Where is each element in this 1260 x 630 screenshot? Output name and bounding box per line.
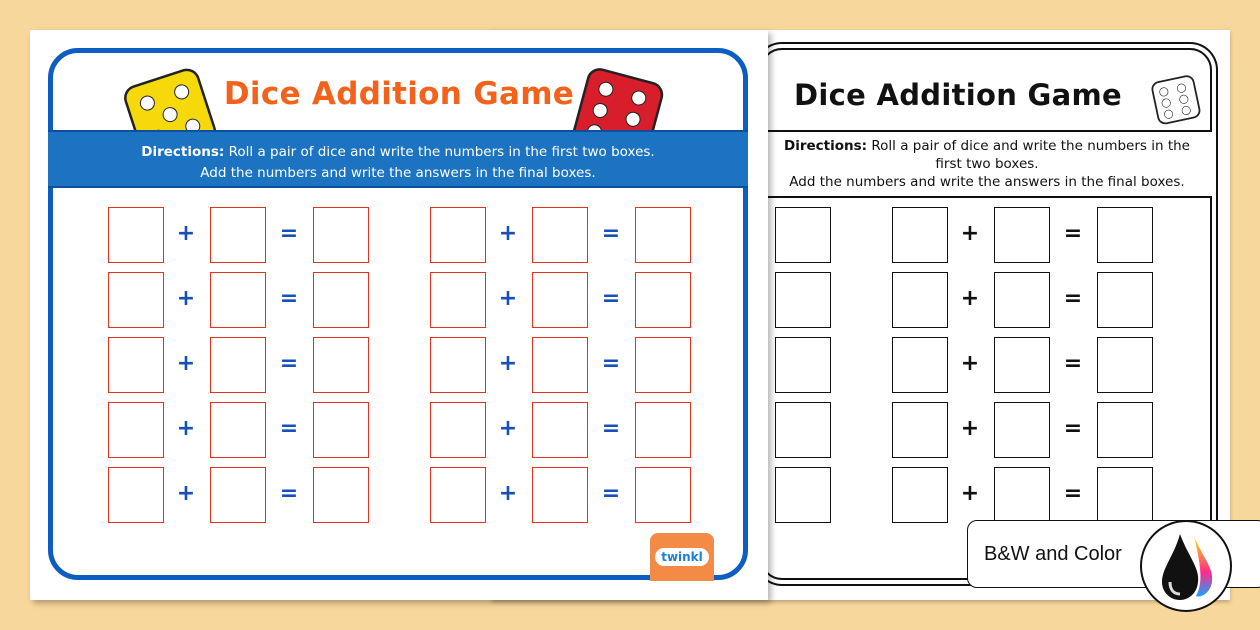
equals-sign: = (1063, 351, 1083, 376)
equals-sign: = (601, 416, 621, 441)
addend-box[interactable] (994, 402, 1050, 458)
directions-line-2: Add the numbers and write the answers in… (200, 165, 596, 181)
addend-box[interactable] (532, 337, 588, 393)
directions-band: Directions: Roll a pair of dice and writ… (48, 130, 748, 188)
sum-box[interactable] (775, 402, 831, 458)
addend-box[interactable] (892, 467, 948, 523)
addend-box[interactable] (430, 337, 486, 393)
page-border (48, 48, 748, 580)
sum-box[interactable] (635, 467, 691, 523)
equals-sign: = (1063, 286, 1083, 311)
badge-label: B&W and Color (984, 543, 1122, 565)
plus-sign: + (960, 221, 980, 246)
addend-box[interactable] (210, 272, 266, 328)
equals-sign: = (279, 416, 299, 441)
sum-box[interactable] (1097, 207, 1153, 263)
sum-box[interactable] (635, 337, 691, 393)
addend-box[interactable] (532, 272, 588, 328)
ink-drops-icon (1140, 520, 1232, 612)
equals-sign: = (601, 481, 621, 506)
addend-box[interactable] (108, 272, 164, 328)
addend-box[interactable] (892, 207, 948, 263)
sum-box[interactable] (775, 207, 831, 263)
logo-text: twinkl (655, 548, 709, 566)
plus-sign: + (960, 286, 980, 311)
sum-box[interactable] (313, 467, 369, 523)
sum-box[interactable] (635, 272, 691, 328)
worksheet-title: Dice Addition Game (794, 78, 1122, 112)
addend-box[interactable] (994, 207, 1050, 263)
sum-box[interactable] (313, 272, 369, 328)
sum-box[interactable] (1097, 467, 1153, 523)
plus-sign: + (176, 351, 196, 376)
directions-line-1: Roll a pair of dice and write the number… (224, 144, 655, 160)
sum-box[interactable] (775, 337, 831, 393)
sum-box[interactable] (775, 272, 831, 328)
worksheet-page-color: Dice Addition Game Directions: Roll a pa… (30, 30, 768, 600)
addend-box[interactable] (210, 337, 266, 393)
equals-sign: = (601, 221, 621, 246)
addend-box[interactable] (430, 207, 486, 263)
plus-sign: + (960, 351, 980, 376)
addend-box[interactable] (532, 207, 588, 263)
sum-box[interactable] (313, 337, 369, 393)
directions-line-1: Roll a pair of dice and write the number… (867, 138, 1190, 172)
plus-sign: + (176, 221, 196, 246)
addend-box[interactable] (532, 467, 588, 523)
worksheet-title: Dice Addition Game (223, 76, 575, 112)
plus-sign: + (960, 416, 980, 441)
addend-box[interactable] (210, 207, 266, 263)
addend-box[interactable] (210, 467, 266, 523)
plus-sign: + (498, 351, 518, 376)
addend-box[interactable] (994, 272, 1050, 328)
equals-sign: = (279, 481, 299, 506)
directions-band: Directions: Roll a pair of dice and writ… (762, 130, 1212, 198)
equals-sign: = (1063, 221, 1083, 246)
sum-box[interactable] (635, 402, 691, 458)
sum-box[interactable] (635, 207, 691, 263)
addend-box[interactable] (108, 207, 164, 263)
addend-box[interactable] (994, 337, 1050, 393)
addend-box[interactable] (108, 402, 164, 458)
directions-line-2: Add the numbers and write the answers in… (789, 174, 1185, 190)
plus-sign: + (498, 221, 518, 246)
equals-sign: = (601, 286, 621, 311)
plus-sign: + (498, 416, 518, 441)
sum-box[interactable] (313, 402, 369, 458)
plus-sign: + (176, 416, 196, 441)
plus-sign: + (176, 481, 196, 506)
addend-box[interactable] (532, 402, 588, 458)
plus-sign: + (960, 481, 980, 506)
directions-label: Directions: (141, 144, 225, 160)
equals-sign: = (601, 351, 621, 376)
sum-box[interactable] (1097, 402, 1153, 458)
equals-sign: = (1063, 416, 1083, 441)
addend-box[interactable] (430, 467, 486, 523)
outline-die-icon (1151, 75, 1201, 125)
equals-sign: = (279, 351, 299, 376)
addend-box[interactable] (108, 467, 164, 523)
plus-sign: + (498, 481, 518, 506)
addend-box[interactable] (108, 337, 164, 393)
addend-box[interactable] (892, 402, 948, 458)
sum-box[interactable] (1097, 337, 1153, 393)
addend-box[interactable] (430, 272, 486, 328)
directions-label: Directions: (784, 138, 868, 154)
addend-box[interactable] (892, 272, 948, 328)
equals-sign: = (279, 221, 299, 246)
sum-box[interactable] (1097, 272, 1153, 328)
sum-box[interactable] (313, 207, 369, 263)
sum-box[interactable] (775, 467, 831, 523)
addend-box[interactable] (892, 337, 948, 393)
twinkl-logo: twinkl (650, 533, 714, 581)
plus-sign: + (498, 286, 518, 311)
addend-box[interactable] (430, 402, 486, 458)
equals-sign: = (1063, 481, 1083, 506)
plus-sign: + (176, 286, 196, 311)
addend-box[interactable] (994, 467, 1050, 523)
equals-sign: = (279, 286, 299, 311)
addend-box[interactable] (210, 402, 266, 458)
